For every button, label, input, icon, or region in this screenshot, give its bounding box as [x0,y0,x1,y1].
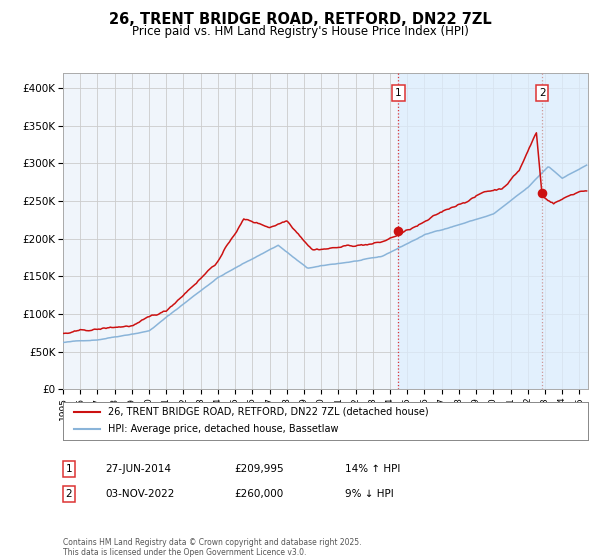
Text: £260,000: £260,000 [234,489,283,499]
Bar [398,73,588,389]
Text: 14% ↑ HPI: 14% ↑ HPI [345,464,400,474]
Point [538,189,547,198]
Text: 1: 1 [65,464,73,474]
Text: 26, TRENT BRIDGE ROAD, RETFORD, DN22 7ZL (detached house): 26, TRENT BRIDGE ROAD, RETFORD, DN22 7ZL… [107,407,428,417]
Text: 26, TRENT BRIDGE ROAD, RETFORD, DN22 7ZL: 26, TRENT BRIDGE ROAD, RETFORD, DN22 7ZL [109,12,491,27]
Text: 27-JUN-2014: 27-JUN-2014 [105,464,171,474]
Text: HPI: Average price, detached house, Bassetlaw: HPI: Average price, detached house, Bass… [107,424,338,435]
Text: 9% ↓ HPI: 9% ↓ HPI [345,489,394,499]
Text: Contains HM Land Registry data © Crown copyright and database right 2025.
This d: Contains HM Land Registry data © Crown c… [63,538,361,557]
Text: 2: 2 [539,88,545,99]
Point [394,227,403,236]
Text: 1: 1 [395,88,402,99]
Text: 03-NOV-2022: 03-NOV-2022 [105,489,175,499]
Text: Price paid vs. HM Land Registry's House Price Index (HPI): Price paid vs. HM Land Registry's House … [131,25,469,38]
Text: £209,995: £209,995 [234,464,284,474]
Text: 2: 2 [65,489,73,499]
